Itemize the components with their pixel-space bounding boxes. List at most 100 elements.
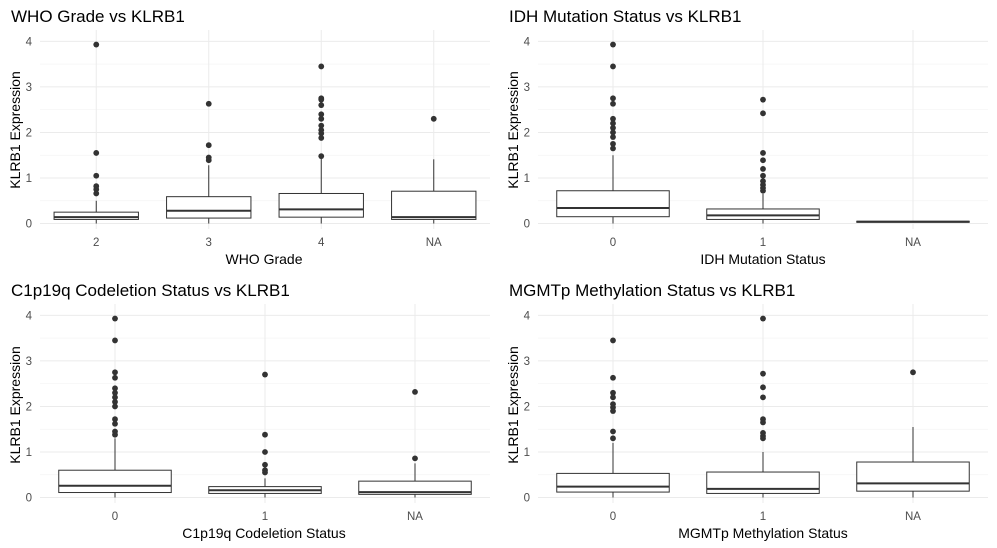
outlier-point: [760, 157, 766, 164]
x-tick-label: 1: [760, 511, 766, 523]
outlier-point: [760, 110, 766, 117]
outlier-point: [262, 461, 268, 468]
outlier-point: [760, 315, 766, 322]
outlier-point: [318, 135, 325, 141]
y-tick-label: 0: [524, 219, 530, 231]
outlier-point: [760, 384, 766, 391]
x-tick-label: NA: [905, 237, 921, 249]
box-NA: [358, 388, 472, 498]
y-tick-label: 2: [26, 401, 32, 413]
plot-area: 0 1 2 3 4 0 1 NA: [26, 304, 490, 523]
y-tick-label: 3: [26, 82, 32, 94]
x-axis-label: C1p19q Codeletion Status: [182, 525, 345, 541]
outlier-point: [412, 388, 418, 395]
outlier-point: [760, 187, 766, 194]
y-tick-label: 3: [524, 356, 530, 368]
y-axis-label: KLRB1 Expression: [505, 71, 521, 189]
outlier-point: [262, 431, 268, 438]
outlier-point: [112, 431, 118, 438]
panel-title: C1p19q Codeletion Status vs KLRB1: [11, 281, 290, 300]
outlier-point: [318, 130, 325, 137]
panel-mgmtp-methylation: MGMTp Methylation Status vs KLRB1 MGMTp …: [505, 281, 988, 541]
y-tick-label: 0: [524, 493, 530, 505]
x-tick-label: 0: [112, 511, 118, 523]
y-tick-label: 1: [26, 447, 32, 459]
y-tick-label: 1: [524, 173, 530, 185]
x-tick-label: NA: [426, 237, 442, 249]
outlier-point: [760, 150, 766, 156]
x-tick-label: 0: [610, 237, 616, 249]
x-tick-label: NA: [407, 511, 423, 523]
box-0: [556, 41, 670, 224]
outlier-point: [93, 186, 100, 193]
box-iqr: [358, 480, 472, 495]
box-iqr: [856, 461, 970, 492]
box-iqr: [706, 208, 820, 220]
box-0: [58, 315, 172, 498]
box-3: [166, 100, 252, 224]
outlier-point: [262, 469, 268, 476]
panel-who-grade: WHO Grade vs KLRB1 WHO Grade KLRB1 Expre…: [7, 7, 490, 267]
outlier-point: [112, 315, 118, 322]
x-tick-label: 2: [93, 237, 99, 249]
outlier-point: [112, 369, 118, 376]
outlier-point: [610, 145, 616, 152]
x-tick-label: 3: [206, 237, 212, 249]
outlier-point: [760, 394, 766, 401]
outlier-point: [610, 428, 616, 435]
y-axis-label: KLRB1 Expression: [7, 71, 23, 189]
outlier-point: [610, 134, 616, 140]
outlier-point: [262, 449, 268, 455]
y-tick-label: 1: [26, 173, 32, 185]
panel-idh-mutation: IDH Mutation Status vs KLRB1 IDH Mutatio…: [505, 7, 988, 267]
y-tick-label: 2: [26, 127, 32, 139]
outlier-point: [610, 140, 616, 147]
y-tick-label: 1: [524, 447, 530, 459]
panel-title: WHO Grade vs KLRB1: [11, 7, 185, 26]
x-tick-label: 1: [262, 511, 268, 523]
box-2: [53, 41, 139, 224]
outlier-point: [610, 125, 616, 131]
outlier-point: [205, 157, 212, 164]
outlier-point: [760, 435, 766, 442]
box-iqr: [706, 471, 820, 494]
outlier-point: [610, 100, 616, 107]
outlier-point: [112, 389, 118, 396]
y-tick-label: 2: [524, 127, 530, 139]
box-1: [208, 371, 322, 498]
box-NA: [856, 220, 970, 223]
x-axis-label: WHO Grade: [225, 251, 302, 267]
outlier-point: [318, 115, 325, 122]
y-tick-label: 3: [524, 82, 530, 94]
plot-area: 0 1 2 3 4 0 1 NA: [524, 304, 988, 523]
outlier-point: [760, 370, 766, 377]
outlier-point: [610, 394, 616, 401]
box-iqr: [166, 196, 252, 219]
y-tick-label: 0: [26, 493, 32, 505]
outlier-point: [610, 435, 616, 442]
y-tick-label: 2: [524, 401, 530, 413]
outlier-point: [112, 394, 118, 401]
panel-c1p19q-codeletion: C1p19q Codeletion Status vs KLRB1 C1p19q…: [7, 281, 490, 541]
outlier-point: [430, 115, 437, 122]
x-tick-label: NA: [905, 511, 921, 523]
outlier-point: [610, 129, 616, 136]
box-1: [706, 315, 820, 498]
outlier-point: [318, 122, 325, 129]
outlier-point: [412, 455, 418, 462]
outlier-point: [318, 96, 325, 103]
outlier-point: [610, 120, 616, 127]
outlier-point: [205, 142, 212, 149]
box-iqr: [556, 190, 670, 218]
outlier-point: [760, 96, 766, 103]
y-tick-label: 4: [524, 36, 531, 48]
box-iqr: [53, 211, 139, 220]
outlier-point: [318, 111, 325, 118]
outlier-point: [610, 41, 616, 48]
box-0: [556, 337, 670, 498]
outlier-point: [262, 371, 268, 378]
outlier-point: [112, 337, 118, 344]
outlier-point: [318, 153, 325, 160]
panel-title: MGMTp Methylation Status vs KLRB1: [509, 281, 795, 300]
